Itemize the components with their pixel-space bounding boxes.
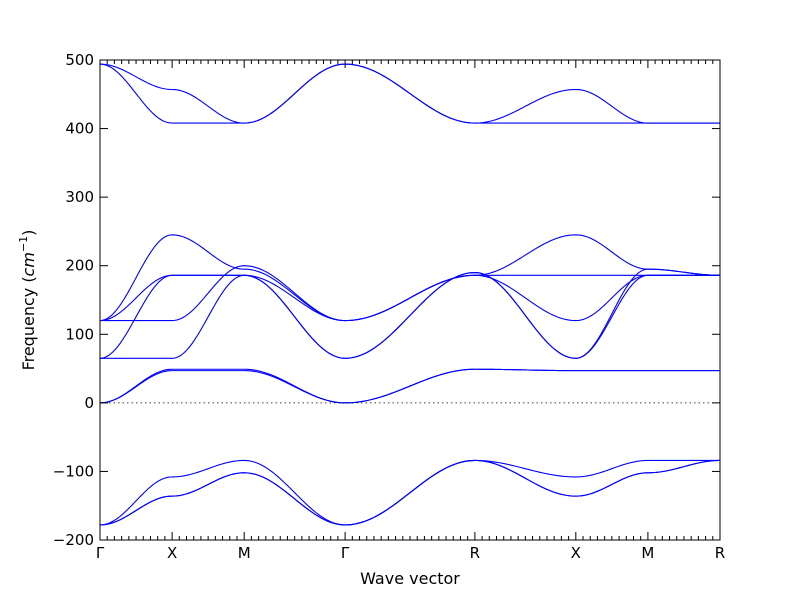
band-9 <box>99 368 720 404</box>
y-tick-label: 200 <box>65 257 94 275</box>
minor-ticks <box>106 60 714 540</box>
x-tick-label-3: Γ <box>341 544 350 562</box>
band-3 <box>99 234 721 322</box>
y-tick-label: 300 <box>65 188 94 206</box>
band-7 <box>100 272 720 359</box>
y-tick-label: −100 <box>53 462 94 480</box>
y-tick-label: 400 <box>65 120 94 138</box>
y-axis-label-unit: cm <box>19 252 38 276</box>
y-axis-ticks: −200 −100 0 100 200 300 400 500 <box>53 51 720 549</box>
plot-frame <box>99 59 721 541</box>
y-axis-label-close: ) <box>19 230 38 236</box>
y-axis-label: Frequency (cm−1) <box>17 230 38 371</box>
band-6 <box>99 268 721 359</box>
y-tick-label: −200 <box>53 531 94 549</box>
x-tick-label-2: M <box>238 544 251 562</box>
y-tick-label: 0 <box>84 394 94 412</box>
y-axis-label-main: Frequency ( <box>19 276 38 370</box>
y-tick-label: 500 <box>65 51 94 69</box>
x-tick-label-0: Γ <box>96 544 105 562</box>
y-tick-label: 100 <box>65 325 94 343</box>
x-tick-label-4: R <box>470 544 480 562</box>
x-tick-label-1: X <box>167 544 177 562</box>
band-5 <box>100 265 720 322</box>
x-tick-label-6: M <box>641 544 654 562</box>
x-axis-label: Wave vector <box>360 569 460 588</box>
x-tick-label-7: R <box>715 544 725 562</box>
x-tick-label-5: X <box>571 544 581 562</box>
band-2 <box>99 63 720 124</box>
y-axis-label-exp: −1 <box>17 236 30 252</box>
phonon-bands <box>99 63 721 526</box>
band-12 <box>99 459 721 526</box>
